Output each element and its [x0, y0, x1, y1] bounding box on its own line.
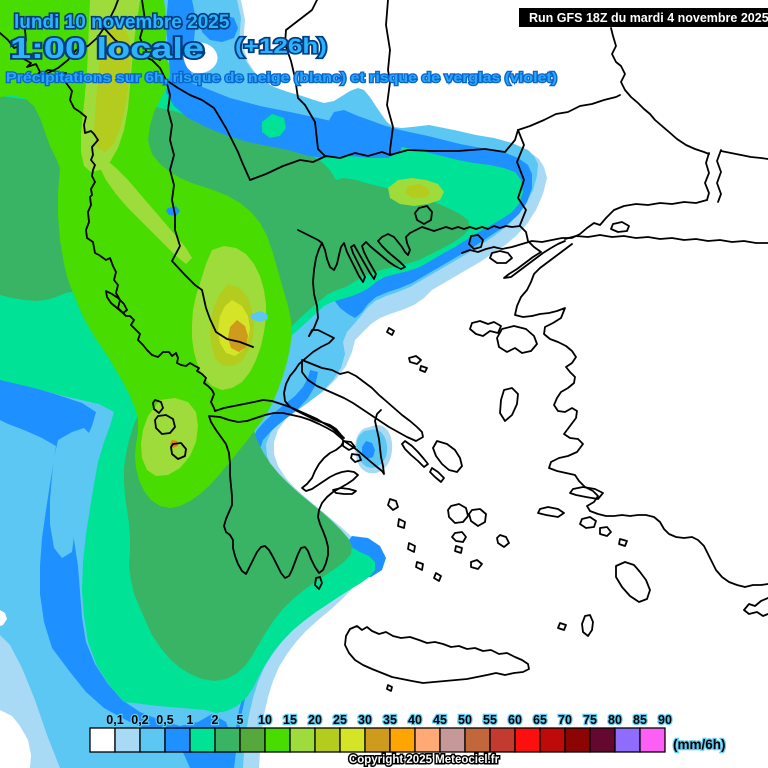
svg-text:75: 75 — [583, 713, 597, 727]
svg-text:1: 1 — [187, 713, 194, 727]
svg-text:Run GFS 18Z du mardi 4 novembr: Run GFS 18Z du mardi 4 novembre 2025 — [529, 11, 768, 25]
svg-text:40: 40 — [408, 713, 422, 727]
svg-text:90: 90 — [658, 713, 672, 727]
svg-text:45: 45 — [433, 713, 447, 727]
svg-text:35: 35 — [383, 713, 397, 727]
svg-text:20: 20 — [308, 713, 322, 727]
svg-text:1:00 locale: 1:00 locale — [10, 33, 204, 65]
svg-text:5: 5 — [237, 713, 244, 727]
svg-text:70: 70 — [558, 713, 572, 727]
svg-text:25: 25 — [333, 713, 347, 727]
svg-text:0,2: 0,2 — [131, 713, 148, 727]
svg-text:(mm/6h): (mm/6h) — [673, 737, 726, 752]
svg-text:15: 15 — [283, 713, 297, 727]
svg-text:65: 65 — [533, 713, 547, 727]
svg-text:0,5: 0,5 — [156, 713, 173, 727]
svg-text:Précipitations sur 6h, risque: Précipitations sur 6h, risque de neige (… — [6, 69, 557, 85]
svg-text:55: 55 — [483, 713, 497, 727]
svg-text:0,1: 0,1 — [106, 713, 123, 727]
svg-text:10: 10 — [258, 713, 272, 727]
svg-text:lundi 10 novembre 2025: lundi 10 novembre 2025 — [14, 12, 230, 33]
svg-text:60: 60 — [508, 713, 522, 727]
svg-text:2: 2 — [212, 713, 219, 727]
svg-text:85: 85 — [633, 713, 647, 727]
svg-text:80: 80 — [608, 713, 622, 727]
svg-text:50: 50 — [458, 713, 472, 727]
svg-text:30: 30 — [358, 713, 372, 727]
svg-text:(+126h): (+126h) — [235, 35, 327, 58]
svg-text:Copyright 2025 Meteociel.fr: Copyright 2025 Meteociel.fr — [349, 754, 500, 766]
